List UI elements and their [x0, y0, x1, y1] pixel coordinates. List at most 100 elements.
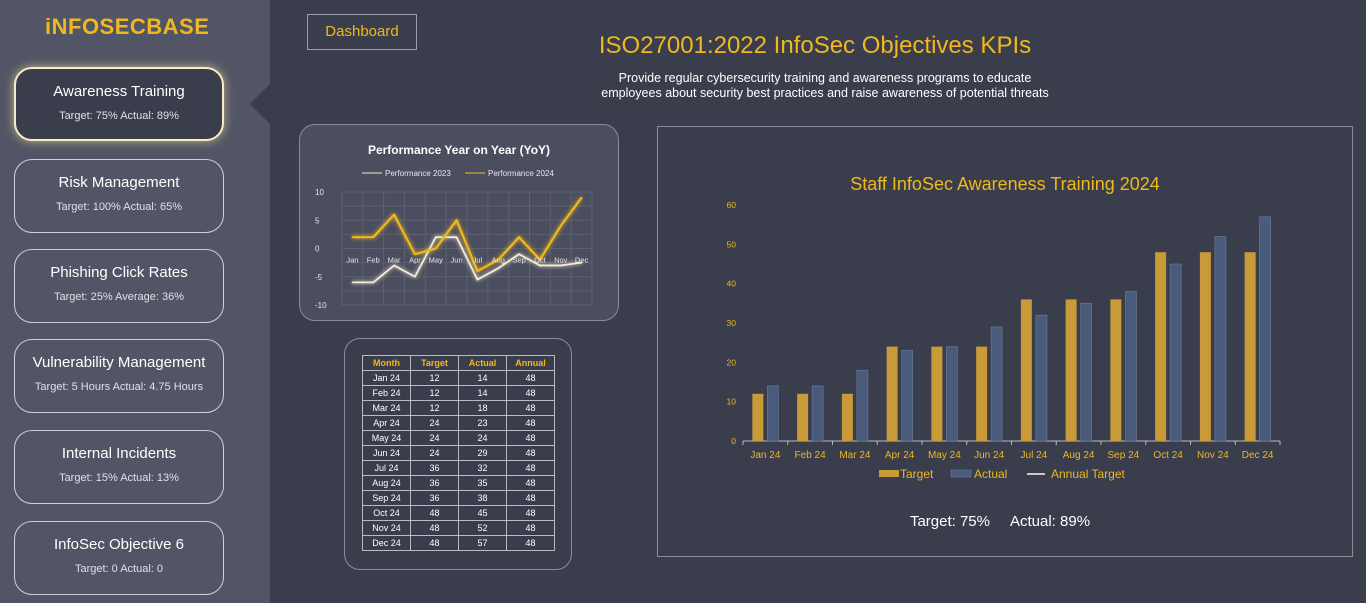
bar-actual [767, 385, 779, 442]
data-point [518, 236, 520, 238]
legend-swatch-actual [950, 469, 972, 478]
table-cell: 36 [410, 475, 459, 491]
bar-actual [1259, 216, 1271, 442]
bar-target [797, 393, 809, 441]
card-title: Risk Management [58, 174, 180, 191]
bar-actual [1080, 303, 1092, 442]
bar-target [1155, 252, 1167, 441]
table-cell: 48 [506, 520, 555, 536]
bar-actual [1214, 236, 1227, 442]
table-cell: 12 [410, 400, 459, 416]
bar-actual [990, 326, 1003, 442]
data-point [372, 236, 375, 238]
data-point [351, 281, 354, 284]
card-subtitle: Target: 5 Hours Actual: 4.75 Hours [34, 381, 204, 393]
y-tick-label: 60 [727, 200, 737, 210]
table-cell: 32 [458, 460, 507, 476]
table-cell: 57 [458, 535, 507, 551]
bar-target [1244, 252, 1256, 441]
bar-actual [856, 369, 869, 442]
y-tick-label: 10 [727, 397, 737, 407]
x-tick-label: Dec [575, 256, 589, 265]
table-cell: Jan 24 [362, 370, 411, 386]
card-phishing-click-rates[interactable]: Phishing Click Rates Target: 25% Average… [14, 249, 224, 323]
kpi-table: Month Target Actual Annual Jan 24 12 14 48 F… [362, 355, 555, 551]
card-title: InfoSec Objective 6 [53, 536, 185, 553]
page-description: Provide regular cybersecurity training a… [560, 71, 1090, 101]
table-cell: 18 [458, 400, 507, 416]
card-subtitle: Target: 25% Average: 36% [53, 291, 185, 303]
table-row: Jun 24 24 29 48 [362, 445, 555, 461]
y-tick-label: 10 [315, 188, 324, 197]
table-cell: Jun 24 [362, 445, 411, 461]
card-vulnerability-management[interactable]: Vulnerability Management Target: 5 Hours… [14, 339, 224, 413]
table-cell: 48 [506, 535, 555, 551]
card-subtitle: Target: 15% Actual: 13% [59, 472, 179, 484]
x-tick-label: Dec 24 [1242, 450, 1274, 461]
bar-target [1020, 299, 1032, 441]
dashboard-button[interactable]: Dashboard [307, 14, 417, 50]
card-subtitle: Target: 0 Actual: 0 [74, 563, 164, 575]
table-row: Mar 24 12 18 48 [362, 400, 555, 416]
x-tick-label: Oct 24 [1153, 450, 1183, 461]
table-cell: 48 [506, 475, 555, 491]
card-risk-management[interactable]: Risk Management Target: 100% Actual: 65% [14, 159, 224, 233]
bar-chart-title: Staff InfoSec Awareness Training 2024 [850, 174, 1160, 194]
legend-label: Annual Target [1051, 467, 1126, 481]
table-cell: 24 [410, 430, 459, 446]
card-awareness-training[interactable]: Awareness Training Target: 75% Actual: 8… [14, 67, 224, 141]
bar-actual [946, 346, 958, 442]
legend-label: Performance 2023 [385, 169, 451, 178]
x-tick-label: Mar 24 [839, 450, 871, 461]
table-cell: 48 [506, 505, 555, 521]
x-tick-label: Jun [451, 256, 463, 265]
table-row: Jan 24 12 14 48 [362, 370, 555, 386]
card-title: Internal Incidents [61, 445, 177, 462]
card-title: Vulnerability Management [32, 354, 206, 371]
main-chart-panel: Staff InfoSec Awareness Training 2024 0 10… [657, 126, 1353, 557]
table-row: Apr 24 24 23 48 [362, 415, 555, 431]
table-cell: 48 [410, 505, 459, 521]
table-cell: 48 [506, 385, 555, 401]
bar-target [752, 393, 764, 441]
data-point [580, 196, 583, 199]
bar-actual [901, 350, 913, 442]
y-tick-label: 20 [727, 357, 737, 367]
yoy-chart-panel: Performance Year on Year (YoY) Performanc… [299, 124, 619, 321]
x-tick-label: Feb [367, 256, 380, 265]
card-title: Awareness Training [53, 83, 185, 100]
card-internal-incidents[interactable]: Internal Incidents Target: 15% Actual: 1… [14, 430, 224, 504]
legend-label: Target [900, 467, 934, 481]
bar-target [976, 346, 988, 441]
x-tick-label: Aug [492, 256, 505, 265]
bar-actual [1169, 263, 1182, 442]
table-cell: 24 [458, 430, 507, 446]
col-header-month: Month [362, 355, 411, 371]
table-cell: 48 [506, 430, 555, 446]
col-header-annual: Annual [506, 355, 555, 371]
table-cell: 24 [410, 415, 459, 431]
table-cell: 14 [458, 370, 507, 386]
table-cell: 48 [410, 520, 459, 536]
x-tick-label: Jul [473, 256, 483, 265]
card-infosec-objective-6[interactable]: InfoSec Objective 6 Target: 0 Actual: 0 [14, 521, 224, 595]
data-point [351, 236, 354, 238]
table-row: Nov 24 48 52 48 [362, 520, 555, 536]
x-tick-label: Aug 24 [1063, 450, 1095, 461]
yoy-chart-title: Performance Year on Year (YoY) [368, 143, 550, 157]
table-row: Jul 24 36 32 48 [362, 460, 555, 476]
table-cell: Nov 24 [362, 520, 411, 536]
table-cell: 36 [410, 490, 459, 506]
data-point [539, 264, 541, 267]
data-point [372, 281, 375, 284]
table-row: Aug 24 36 35 48 [362, 475, 555, 491]
table-cell: Feb 24 [362, 385, 411, 401]
page-title: ISO27001:2022 InfoSec Objectives KPIs [598, 32, 1032, 59]
data-point [434, 247, 437, 250]
data-point [393, 264, 395, 267]
table-cell: 29 [458, 445, 507, 461]
series-line-2024 [352, 196, 583, 273]
table-cell: 48 [506, 490, 555, 506]
table-cell: Oct 24 [362, 505, 411, 521]
table-cell: Mar 24 [362, 400, 411, 416]
